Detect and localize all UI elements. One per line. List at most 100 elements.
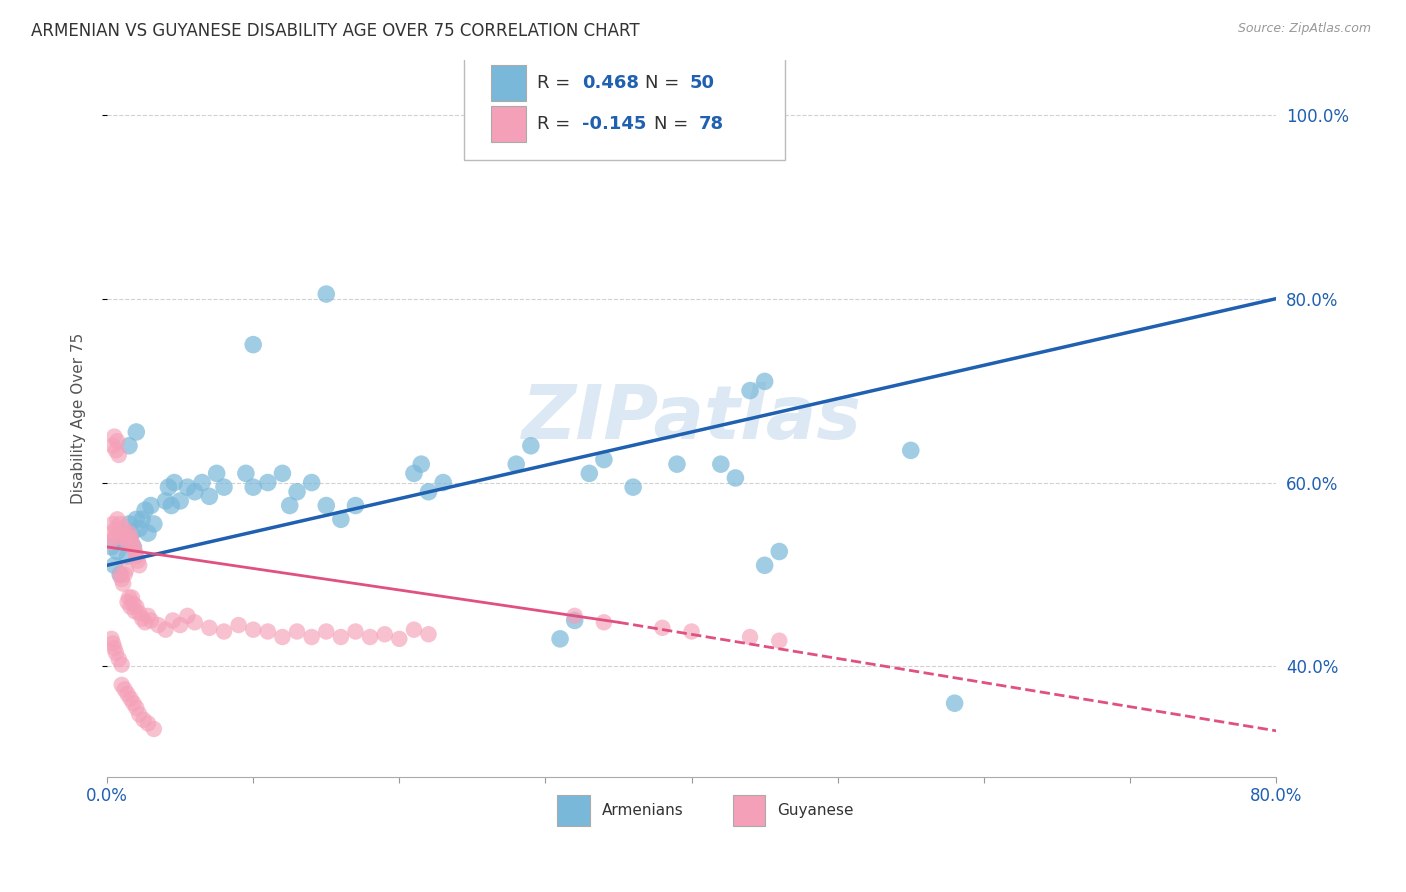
Point (110, 567, 132, 582)
Point (315, 287, 337, 301)
Point (301, 475, 323, 490)
Point (228, 618, 250, 632)
Point (593, 452, 616, 467)
Point (418, 484, 440, 499)
Point (112, 522, 135, 536)
Point (155, 623, 177, 637)
Point (198, 621, 221, 635)
Point (134, 615, 156, 630)
Point (564, 608, 586, 623)
Point (111, 572, 134, 586)
Point (103, 558, 125, 573)
Point (125, 599, 148, 614)
Point (191, 475, 214, 490)
Point (136, 526, 159, 541)
Point (115, 563, 138, 577)
Point (115, 531, 138, 545)
Point (98, 535, 121, 549)
Point (136, 716, 159, 731)
Point (111, 531, 134, 545)
Point (127, 554, 149, 568)
Point (724, 471, 747, 485)
Point (359, 630, 381, 644)
Point (117, 595, 139, 609)
Point (101, 636, 124, 650)
Point (665, 457, 688, 471)
Text: ZIPatlas: ZIPatlas (522, 382, 862, 455)
Point (418, 627, 440, 641)
Point (148, 618, 170, 632)
Point (103, 641, 125, 656)
Point (118, 516, 141, 531)
Point (176, 480, 198, 494)
Point (155, 494, 177, 508)
Point (100, 540, 122, 554)
Point (1382, 98, 1405, 112)
Point (402, 623, 425, 637)
Point (105, 512, 128, 526)
Point (117, 687, 139, 701)
FancyBboxPatch shape (464, 45, 785, 160)
Point (131, 612, 153, 626)
Point (593, 615, 616, 630)
Point (738, 630, 761, 644)
Point (285, 624, 308, 639)
FancyBboxPatch shape (733, 796, 765, 825)
Point (329, 630, 352, 644)
Point (104, 646, 127, 660)
Point (104, 443, 127, 458)
Point (118, 439, 141, 453)
Point (128, 522, 150, 536)
FancyBboxPatch shape (557, 796, 591, 825)
Point (738, 384, 761, 398)
Point (344, 499, 367, 513)
Point (118, 526, 141, 541)
Point (121, 591, 143, 605)
Point (110, 567, 132, 582)
Point (100, 526, 122, 541)
Point (374, 627, 396, 641)
Point (278, 499, 301, 513)
Point (256, 475, 278, 490)
Point (114, 682, 136, 697)
Text: 0.468: 0.468 (582, 74, 638, 92)
Text: N =: N = (645, 74, 685, 92)
Point (122, 696, 145, 710)
Point (242, 623, 264, 637)
Point (132, 713, 155, 727)
Point (121, 535, 143, 549)
Point (128, 707, 150, 722)
Point (103, 531, 125, 545)
Point (117, 535, 139, 549)
Point (120, 691, 142, 706)
Point (212, 480, 235, 494)
Point (520, 439, 543, 453)
Point (121, 526, 143, 541)
Point (256, 624, 278, 639)
Point (100, 632, 122, 646)
Point (301, 630, 323, 644)
FancyBboxPatch shape (491, 106, 526, 142)
Point (114, 535, 136, 549)
Point (205, 467, 228, 481)
Point (564, 614, 586, 628)
Point (505, 457, 527, 471)
Point (105, 434, 128, 449)
Point (107, 448, 129, 462)
Point (169, 494, 191, 508)
Point (184, 484, 207, 499)
Point (271, 467, 294, 481)
Point (242, 480, 264, 494)
Point (134, 503, 156, 517)
Point (329, 512, 352, 526)
Point (411, 457, 433, 471)
Point (235, 467, 257, 481)
Point (131, 512, 153, 526)
Point (118, 591, 141, 605)
Point (768, 633, 790, 648)
Point (142, 516, 165, 531)
Text: 50: 50 (689, 74, 714, 92)
Point (120, 531, 142, 545)
Point (104, 522, 127, 536)
Point (432, 475, 454, 490)
